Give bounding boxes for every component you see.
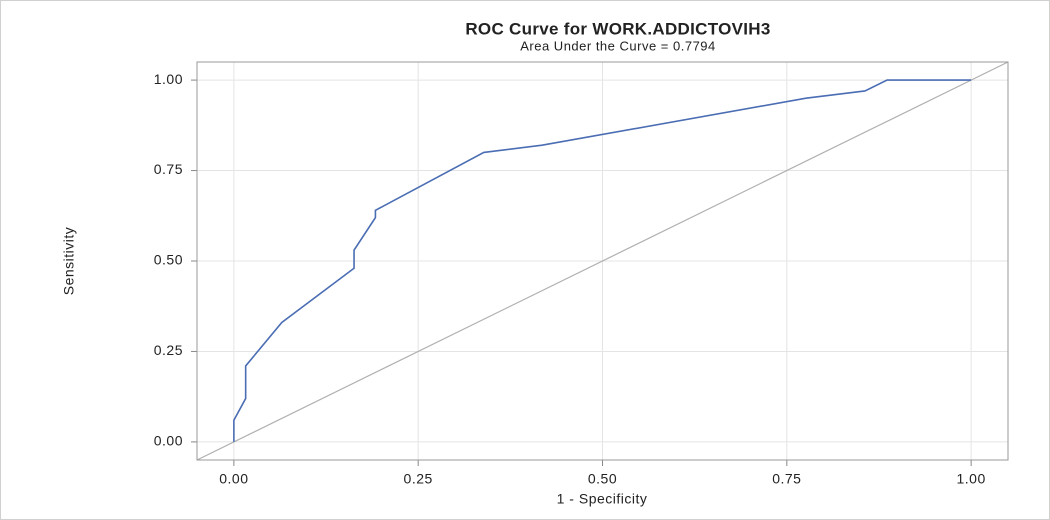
- y-tick-label: 0.25: [154, 342, 183, 358]
- x-tick-label: 0.50: [588, 471, 617, 487]
- y-axis-label: Sensitivity: [61, 227, 77, 296]
- roc-line: [233, 79, 972, 442]
- x-tick-label: 0.75: [772, 471, 801, 487]
- reference-line: [196, 61, 1009, 461]
- chart-title: ROC Curve for WORK.ADDICTOVIH3: [465, 19, 770, 38]
- y-tick-label: 0.50: [154, 252, 183, 268]
- x-tick-label: 1.00: [957, 471, 986, 487]
- y-tick-label: 0.00: [154, 433, 183, 449]
- chart-subtitle: Area Under the Curve = 0.7794: [520, 38, 716, 53]
- plot-frame: [196, 61, 1009, 461]
- x-axis-label: 1 - Specificity: [557, 491, 648, 507]
- y-tick-label: 1.00: [154, 71, 183, 87]
- x-tick-label: 0.25: [404, 471, 433, 487]
- y-tick-label: 0.75: [154, 161, 183, 177]
- x-tick-label: 0.00: [219, 471, 248, 487]
